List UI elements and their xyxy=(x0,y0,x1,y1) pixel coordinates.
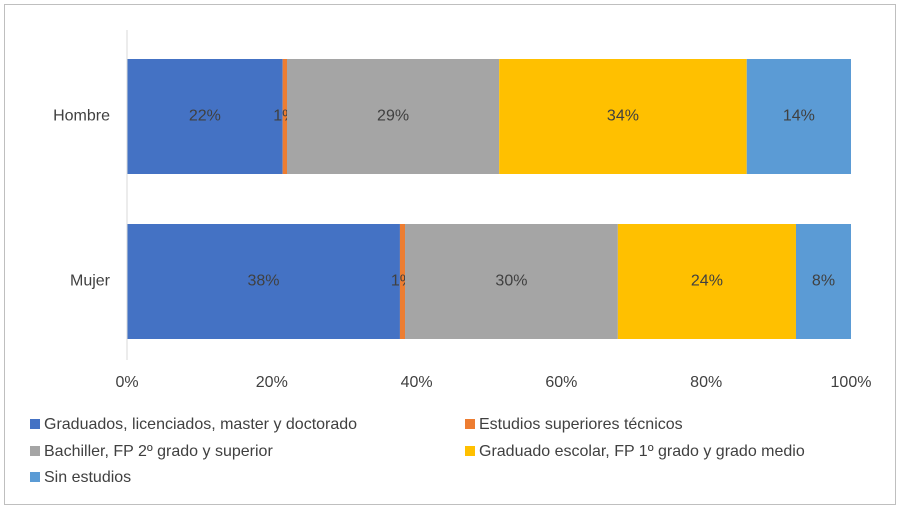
legend-swatch xyxy=(465,446,475,456)
bar-segment xyxy=(282,59,288,174)
bar-segment xyxy=(746,59,851,174)
x-tick-label: 0% xyxy=(115,374,138,391)
y-tick-label: Mujer xyxy=(70,273,111,290)
legend-swatch xyxy=(465,419,475,429)
x-tick-label: 100% xyxy=(831,374,872,391)
legend-label: Bachiller, FP 2º grado y superior xyxy=(44,443,273,460)
bar-segment xyxy=(287,59,500,174)
bar-segment xyxy=(405,224,618,339)
x-tick-label: 40% xyxy=(401,374,433,391)
data-label: 30% xyxy=(495,273,527,290)
data-label: 24% xyxy=(691,273,723,290)
legend-swatch xyxy=(30,419,40,429)
bar-segment xyxy=(795,224,851,339)
y-tick-label: Hombre xyxy=(53,108,110,125)
legend-label: Graduado escolar, FP 1º grado y grado me… xyxy=(479,443,805,460)
x-tick-label: 20% xyxy=(256,374,288,391)
x-tick-label: 80% xyxy=(690,374,722,391)
data-label: 22% xyxy=(189,108,221,125)
bar-segment xyxy=(499,59,747,174)
legend-swatch xyxy=(30,446,40,456)
data-label: 29% xyxy=(377,108,409,125)
bar-segment xyxy=(617,224,796,339)
legend-label: Sin estudios xyxy=(44,469,131,486)
data-label: 8% xyxy=(812,273,835,290)
bar-segment xyxy=(127,224,400,339)
data-label: 38% xyxy=(247,273,279,290)
x-tick-label: 60% xyxy=(545,374,577,391)
bar-segment xyxy=(127,59,283,174)
legend-swatch xyxy=(30,472,40,482)
bar-segment xyxy=(399,224,406,339)
legend-label: Estudios superiores técnicos xyxy=(479,416,683,433)
legend-label: Graduados, licenciados, master y doctora… xyxy=(44,416,357,433)
data-label: 34% xyxy=(607,108,639,125)
data-label: 14% xyxy=(783,108,815,125)
